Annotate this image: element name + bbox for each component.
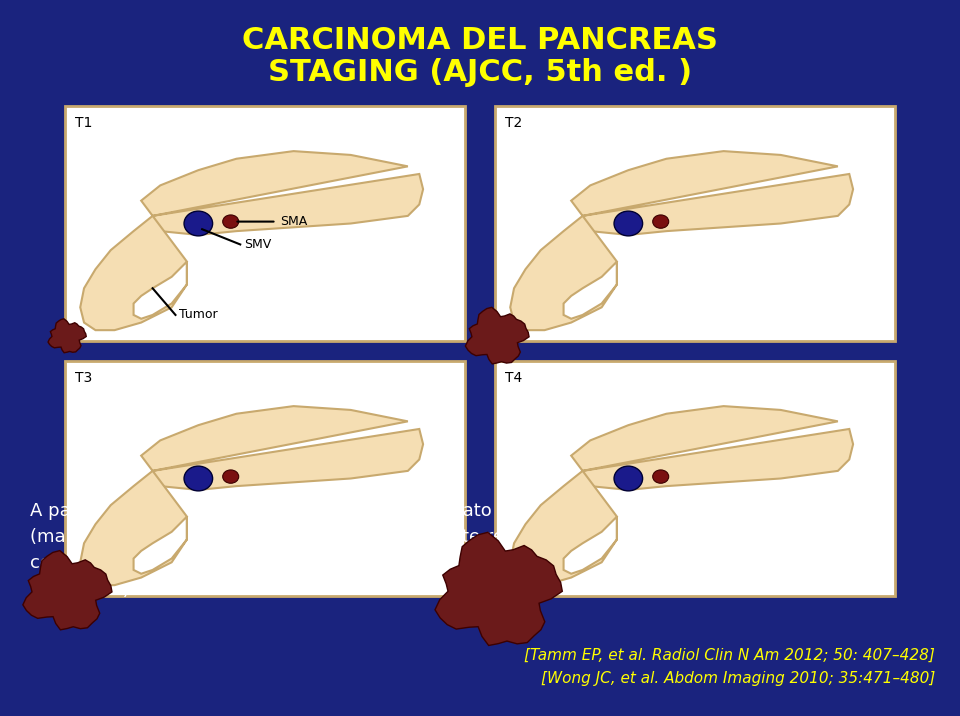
Polygon shape <box>141 406 423 490</box>
Text: T2: T2 <box>505 116 522 130</box>
Polygon shape <box>510 471 617 585</box>
Text: STAGING (AJCC, 5th ed. ): STAGING (AJCC, 5th ed. ) <box>268 58 692 87</box>
Text: T1: T1 <box>75 116 92 130</box>
Ellipse shape <box>614 466 642 491</box>
Polygon shape <box>571 151 853 235</box>
Polygon shape <box>81 216 187 330</box>
Ellipse shape <box>223 470 239 483</box>
Text: T4: T4 <box>505 371 522 385</box>
Text: T3: T3 <box>75 371 92 385</box>
Ellipse shape <box>614 211 642 236</box>
Polygon shape <box>510 216 617 330</box>
Ellipse shape <box>653 470 669 483</box>
FancyBboxPatch shape <box>495 106 895 341</box>
Polygon shape <box>81 471 187 585</box>
Polygon shape <box>571 406 853 490</box>
Ellipse shape <box>184 466 212 491</box>
Ellipse shape <box>653 215 669 228</box>
Text: [Wong JC, et al. Abdom Imaging 2010; 35:471–480]: [Wong JC, et al. Abdom Imaging 2010; 35:… <box>540 671 935 686</box>
FancyBboxPatch shape <box>495 361 895 596</box>
FancyBboxPatch shape <box>65 106 465 341</box>
Text: A partire dalla 6° edizione il coinvolgimento isolato delle vene è considerato T: A partire dalla 6° edizione il coinvolgi… <box>30 501 748 599</box>
FancyBboxPatch shape <box>65 361 465 596</box>
Text: CARCINOMA DEL PANCREAS: CARCINOMA DEL PANCREAS <box>242 26 718 55</box>
Polygon shape <box>466 307 529 364</box>
Polygon shape <box>23 551 112 630</box>
Polygon shape <box>48 319 86 353</box>
Text: [Tamm EP, et al. Radiol Clin N Am 2012; 50: 407–428]: [Tamm EP, et al. Radiol Clin N Am 2012; … <box>524 648 935 663</box>
Text: SMV: SMV <box>244 238 272 251</box>
Polygon shape <box>435 532 563 646</box>
Text: SMA: SMA <box>280 215 307 228</box>
Ellipse shape <box>223 215 239 228</box>
Ellipse shape <box>184 211 212 236</box>
Text: Tumor: Tumor <box>180 309 218 321</box>
Polygon shape <box>141 151 423 235</box>
